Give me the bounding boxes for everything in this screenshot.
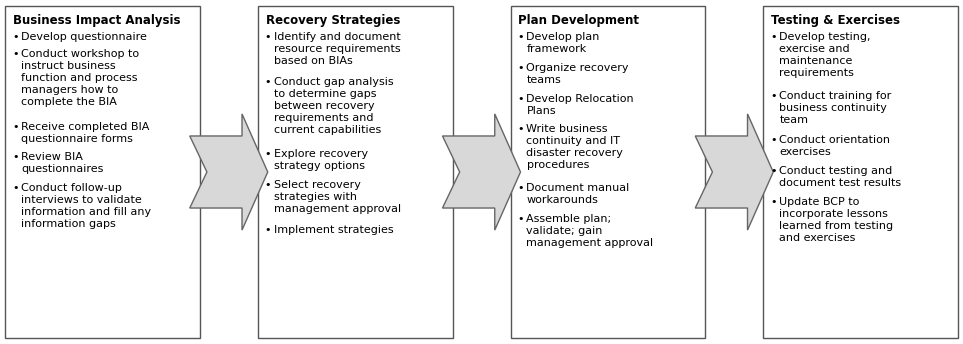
Text: •: • xyxy=(12,121,18,131)
Polygon shape xyxy=(190,114,268,230)
Text: •: • xyxy=(12,32,18,42)
Bar xyxy=(5,6,199,338)
Text: Write business
continuity and IT
disaster recovery
procedures: Write business continuity and IT disaste… xyxy=(527,125,623,171)
Text: Review BIA
questionnaires: Review BIA questionnaires xyxy=(21,152,103,174)
Text: Organize recovery
teams: Organize recovery teams xyxy=(527,63,629,85)
Text: •: • xyxy=(770,91,777,101)
Text: Select recovery
strategies with
management approval: Select recovery strategies with manageme… xyxy=(273,180,401,214)
Polygon shape xyxy=(695,114,773,230)
Text: Develop testing,
exercise and
maintenance
requirements: Develop testing, exercise and maintenanc… xyxy=(779,32,871,78)
Text: Implement strategies: Implement strategies xyxy=(273,225,393,235)
Text: •: • xyxy=(12,152,18,162)
Text: •: • xyxy=(265,149,272,159)
Text: •: • xyxy=(517,214,524,224)
Text: Testing & Exercises: Testing & Exercises xyxy=(771,14,900,27)
Text: •: • xyxy=(770,197,777,207)
Text: Business Impact Analysis: Business Impact Analysis xyxy=(13,14,180,27)
Text: Conduct testing and
document test results: Conduct testing and document test result… xyxy=(779,166,901,188)
Text: •: • xyxy=(265,225,272,235)
Text: Conduct gap analysis
to determine gaps
between recovery
requirements and
current: Conduct gap analysis to determine gaps b… xyxy=(273,77,393,135)
Text: Plan Development: Plan Development xyxy=(518,14,639,27)
Bar xyxy=(258,6,453,338)
Text: Update BCP to
incorporate lessons
learned from testing
and exercises: Update BCP to incorporate lessons learne… xyxy=(779,197,894,243)
Text: •: • xyxy=(12,49,18,59)
Text: •: • xyxy=(517,63,524,73)
Text: Develop Relocation
Plans: Develop Relocation Plans xyxy=(527,94,634,116)
Text: Explore recovery
strategy options: Explore recovery strategy options xyxy=(273,149,368,171)
Bar xyxy=(764,6,958,338)
Text: •: • xyxy=(517,183,524,193)
Text: •: • xyxy=(770,166,777,176)
Text: Document manual
workarounds: Document manual workarounds xyxy=(527,183,630,205)
Text: Conduct training for
business continuity
team: Conduct training for business continuity… xyxy=(779,91,892,125)
Text: •: • xyxy=(265,180,272,190)
Text: Recovery Strategies: Recovery Strategies xyxy=(266,14,400,27)
Text: •: • xyxy=(12,183,18,193)
Text: Conduct orientation
exercises: Conduct orientation exercises xyxy=(779,136,890,158)
Text: •: • xyxy=(517,94,524,104)
Text: Conduct follow-up
interviews to validate
information and fill any
information ga: Conduct follow-up interviews to validate… xyxy=(21,183,151,229)
Text: Develop questionnaire: Develop questionnaire xyxy=(21,32,147,42)
Text: Develop plan
framework: Develop plan framework xyxy=(527,32,600,54)
Text: •: • xyxy=(770,32,777,42)
Text: •: • xyxy=(770,136,777,146)
Text: Receive completed BIA
questionnaire forms: Receive completed BIA questionnaire form… xyxy=(21,121,149,143)
Text: •: • xyxy=(265,32,272,42)
Bar xyxy=(510,6,705,338)
Polygon shape xyxy=(443,114,520,230)
Text: •: • xyxy=(265,77,272,87)
Text: •: • xyxy=(517,32,524,42)
Text: Conduct workshop to
instruct business
function and process
managers how to
compl: Conduct workshop to instruct business fu… xyxy=(21,49,139,107)
Text: Identify and document
resource requirements
based on BIAs: Identify and document resource requireme… xyxy=(273,32,401,66)
Text: Assemble plan;
validate; gain
management approval: Assemble plan; validate; gain management… xyxy=(527,214,654,248)
Text: •: • xyxy=(517,125,524,135)
